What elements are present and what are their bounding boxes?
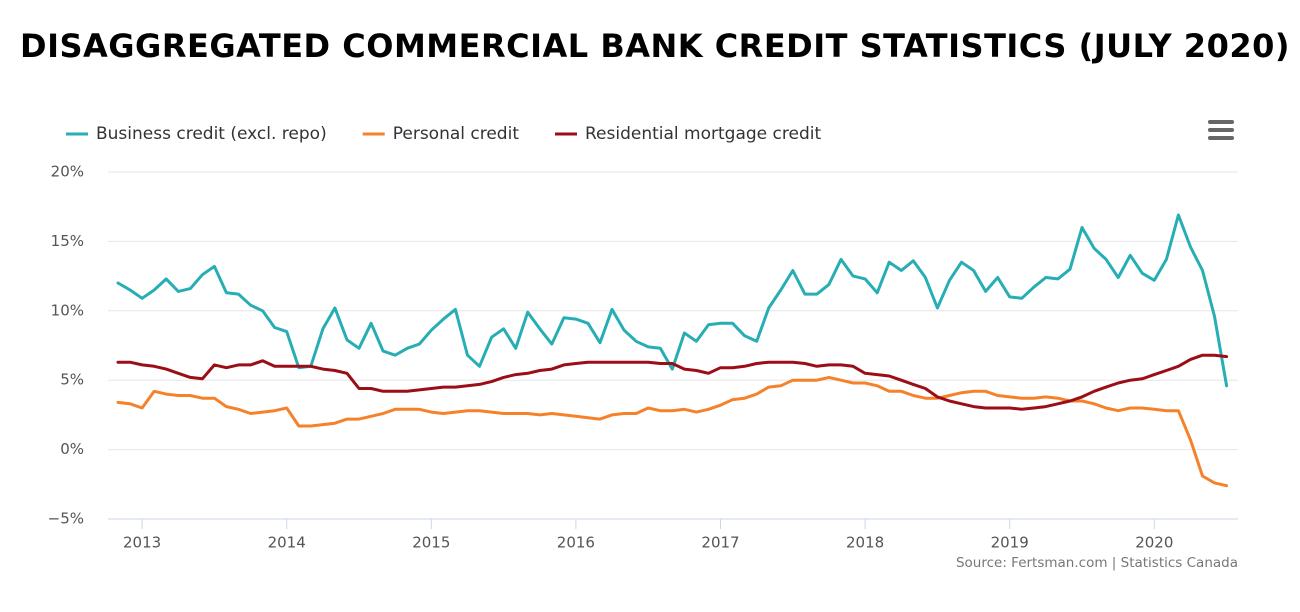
- menu-bar: [1208, 128, 1234, 132]
- chart-title: DISAGGREGATED COMMERCIAL BANK CREDIT STA…: [20, 27, 1290, 65]
- legend-item[interactable]: Residential mortgage credit: [555, 124, 821, 144]
- y-tick-label: 10%: [51, 301, 84, 319]
- series-line: [116, 375, 1229, 488]
- x-tick-label: 2013: [123, 534, 161, 552]
- y-tick-label: 15%: [51, 232, 84, 250]
- x-tick-label: 2016: [557, 534, 595, 552]
- legend: Business credit (excl. repo) Personal cre…: [66, 124, 821, 144]
- y-tick-label: 20%: [51, 163, 84, 181]
- legend-item[interactable]: Business credit (excl. repo): [66, 124, 327, 144]
- legend-item[interactable]: Personal credit: [362, 124, 520, 144]
- x-tick-label: 2017: [701, 534, 739, 552]
- menu-bar: [1208, 120, 1234, 124]
- source: Source: Fertsman.com | Statistics Canada: [956, 555, 1238, 571]
- y-tick-label: −5%: [48, 510, 84, 528]
- legend-label: Residential mortgage credit: [585, 124, 821, 144]
- menu-button[interactable]: [1208, 120, 1234, 140]
- x-tick-label: 2014: [268, 534, 306, 552]
- y-tick-label: 5%: [60, 371, 84, 389]
- y-tick-label: 0%: [60, 440, 84, 458]
- menu-bar: [1208, 136, 1234, 140]
- x-tick-label: 2019: [991, 534, 1029, 552]
- legend-label: Personal credit: [393, 124, 520, 144]
- x-tick-label: 2018: [846, 534, 884, 552]
- series-line: [116, 213, 1229, 388]
- x-tick-label: 2015: [412, 534, 450, 552]
- x-tick-label: 2020: [1135, 534, 1173, 552]
- series-line: [116, 353, 1229, 411]
- legend-label: Business credit (excl. repo): [96, 124, 327, 144]
